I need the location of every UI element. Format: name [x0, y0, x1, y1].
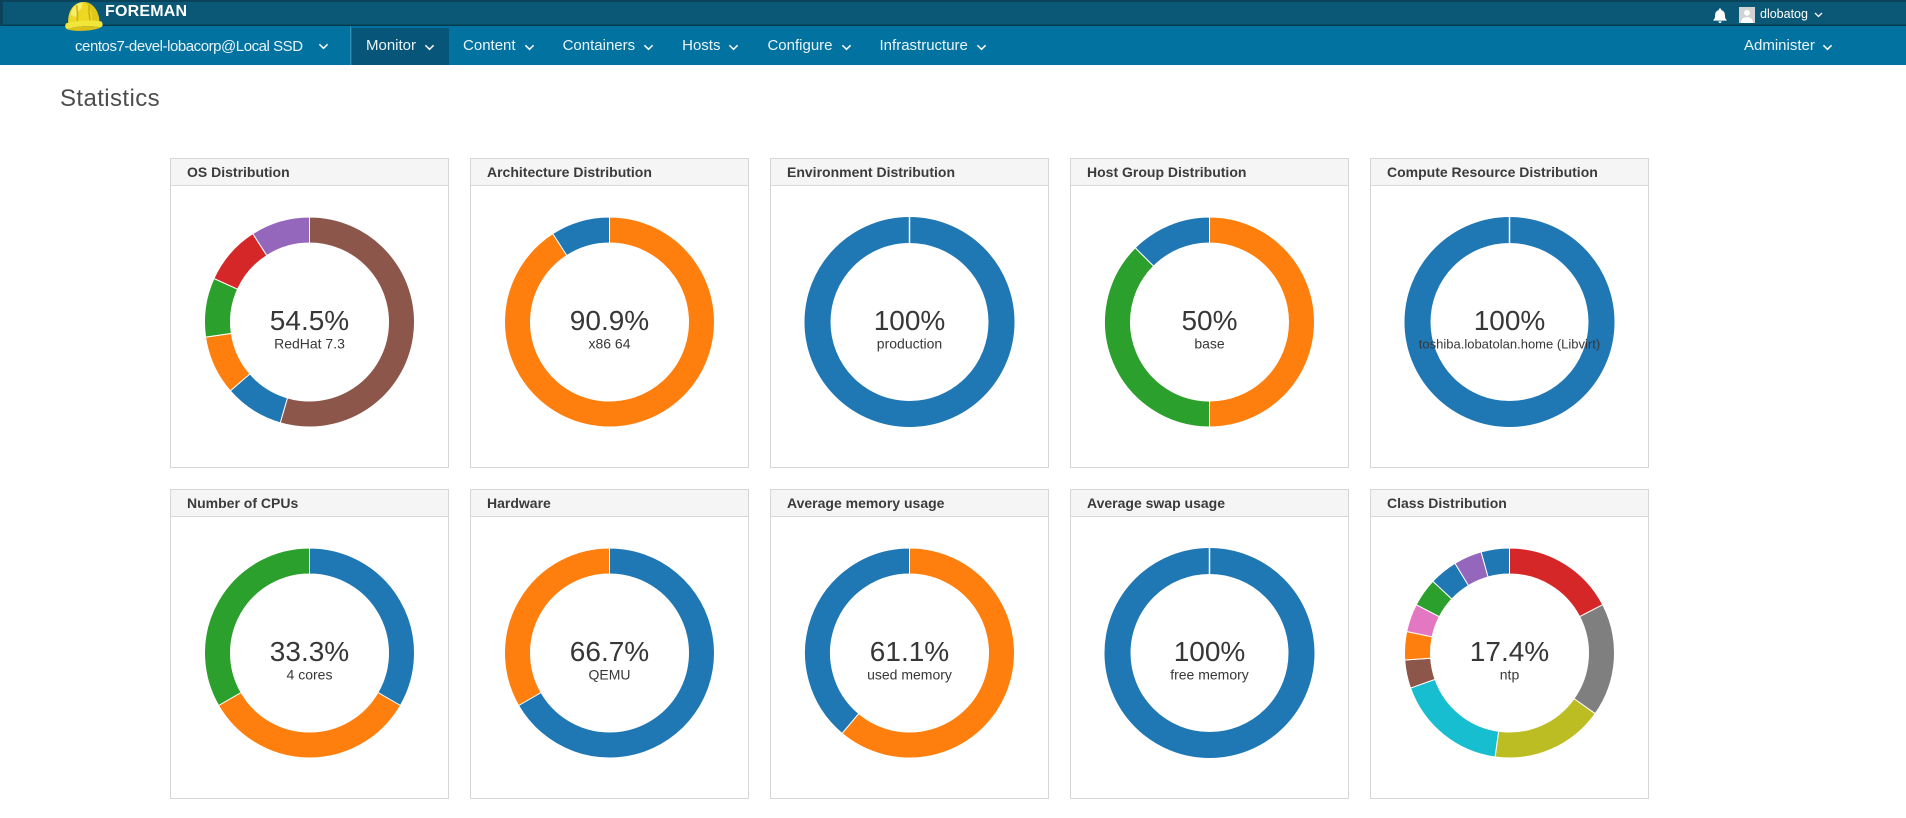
- svg-text:x86 64: x86 64: [588, 336, 630, 352]
- svg-text:100%: 100%: [874, 305, 946, 336]
- svg-text:QEMU: QEMU: [589, 667, 631, 683]
- svg-text:used memory: used memory: [867, 667, 952, 683]
- svg-text:61.1%: 61.1%: [870, 636, 949, 667]
- svg-text:free memory: free memory: [1170, 667, 1249, 683]
- svg-text:90.9%: 90.9%: [570, 305, 649, 336]
- svg-text:50%: 50%: [1181, 305, 1237, 336]
- svg-text:production: production: [877, 336, 942, 352]
- svg-text:100%: 100%: [1474, 305, 1546, 336]
- svg-text:54.5%: 54.5%: [270, 305, 349, 336]
- svg-text:ntp: ntp: [1500, 667, 1520, 683]
- svg-text:base: base: [1194, 336, 1225, 352]
- svg-text:66.7%: 66.7%: [570, 636, 649, 667]
- svg-text:33.3%: 33.3%: [270, 636, 349, 667]
- svg-text:17.4%: 17.4%: [1470, 636, 1549, 667]
- svg-text:100%: 100%: [1174, 636, 1246, 667]
- svg-text:RedHat 7.3: RedHat 7.3: [274, 336, 345, 352]
- svg-text:toshiba.lobatolan.home (Libvir: toshiba.lobatolan.home (Libvirt): [1419, 337, 1600, 352]
- svg-text:4 cores: 4 cores: [287, 667, 333, 683]
